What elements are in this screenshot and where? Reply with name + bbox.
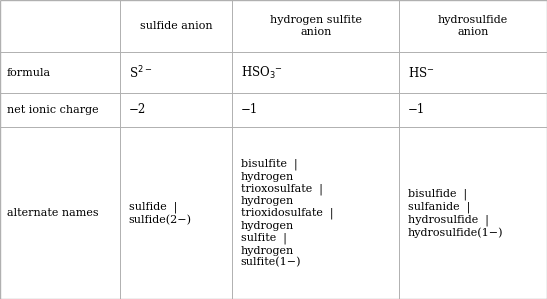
Text: formula: formula: [7, 68, 51, 77]
Text: −2: −2: [129, 103, 146, 116]
Text: bisulfite  |
hydrogen
trioxosulfate  |
hydrogen
trioxidosulfate  |
hydrogen
sulf: bisulfite | hydrogen trioxosulfate | hyd…: [241, 158, 333, 268]
Text: −1: −1: [241, 103, 258, 116]
Text: sulfide  |
sulfide(2−): sulfide | sulfide(2−): [129, 201, 191, 225]
Text: net ionic charge: net ionic charge: [7, 105, 98, 115]
Text: alternate names: alternate names: [7, 208, 98, 218]
Text: bisulfide  |
sulfanide  |
hydrosulfide  |
hydrosulfide(1−): bisulfide | sulfanide | hydrosulfide | h…: [408, 188, 503, 238]
Text: hydrosulfide
anion: hydrosulfide anion: [438, 15, 508, 37]
Text: sulfide anion: sulfide anion: [140, 21, 213, 31]
Text: hydrogen sulfite
anion: hydrogen sulfite anion: [270, 15, 362, 37]
Text: S$^{2-}$: S$^{2-}$: [129, 64, 152, 81]
Text: HS$^{-}$: HS$^{-}$: [408, 65, 434, 80]
Text: −1: −1: [408, 103, 425, 116]
Text: HSO$_3$$^{-}$: HSO$_3$$^{-}$: [241, 65, 282, 80]
